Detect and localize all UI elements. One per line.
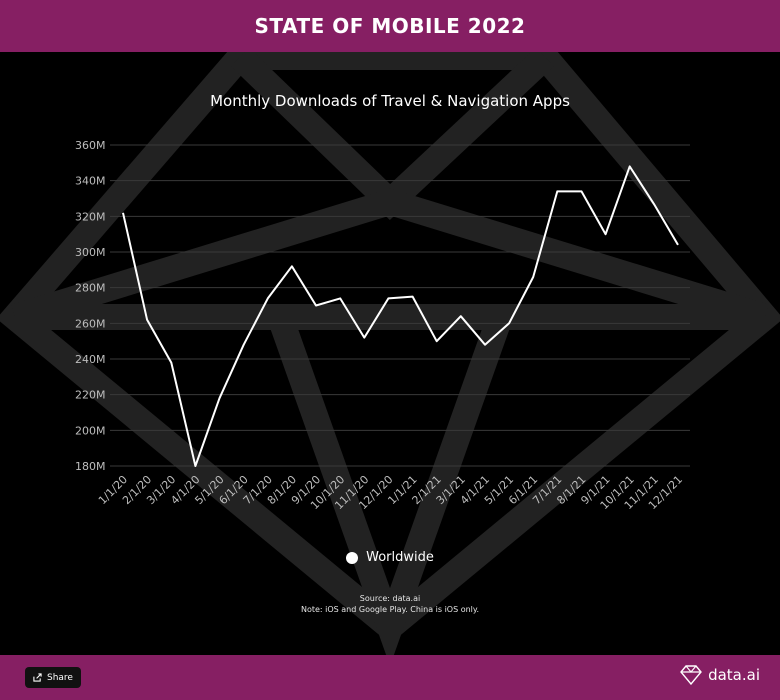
chart-title: Monthly Downloads of Travel & Navigation… (210, 92, 570, 110)
diamond-watermark (0, 52, 780, 655)
chart-panel: Monthly Downloads of Travel & Navigation… (0, 52, 780, 655)
data-point[interactable] (675, 242, 681, 248)
data-point[interactable] (217, 395, 223, 401)
data-point[interactable] (168, 360, 174, 366)
legend-marker-icon (346, 551, 359, 564)
note-line: Note: iOS and Google Play. China is iOS … (300, 605, 480, 614)
y-tick-label: 320M (75, 210, 106, 223)
legend-label: Worldwide (366, 550, 434, 565)
share-label: Share (47, 672, 73, 683)
y-tick-label: 240M (75, 353, 106, 366)
footer-bar: Share data.ai (0, 655, 780, 700)
header-bar: STATE OF MOBILE 2022 (0, 0, 780, 52)
brand-logo: data.ai (680, 665, 760, 685)
data-point[interactable] (651, 201, 657, 207)
y-tick-label: 340M (75, 175, 106, 188)
data-point[interactable] (385, 295, 391, 301)
line-chart: 180M 200M 220M 240M 260M 280M 300M 320M 340M 360M… (75, 139, 690, 512)
data-point[interactable] (361, 335, 367, 341)
y-tick-label: 260M (75, 317, 106, 330)
y-tick-label: 220M (75, 389, 106, 402)
data-point[interactable] (313, 303, 319, 309)
chart-legend[interactable]: Worldwide (0, 550, 780, 565)
data-point[interactable] (530, 274, 536, 280)
diamond-logo-icon (680, 665, 702, 685)
share-button[interactable]: Share (25, 667, 81, 688)
share-icon (33, 673, 42, 682)
source-note: Source: data.ai Note: iOS and Google Pla… (0, 593, 780, 615)
data-point[interactable] (241, 342, 247, 348)
data-point[interactable] (410, 294, 416, 300)
data-point[interactable] (603, 231, 609, 237)
y-tick-label: 180M (75, 460, 106, 473)
source-line: Source: data.ai (359, 594, 421, 603)
report-title: STATE OF MOBILE 2022 (254, 14, 526, 38)
y-tick-label: 360M (75, 139, 106, 152)
y-tick-label: 200M (75, 424, 106, 437)
data-point[interactable] (627, 163, 633, 169)
y-tick-label: 300M (75, 246, 106, 259)
data-point[interactable] (265, 295, 271, 301)
data-point[interactable] (458, 313, 464, 319)
data-point[interactable] (289, 263, 295, 269)
data-point[interactable] (120, 210, 126, 216)
data-point[interactable] (482, 342, 488, 348)
data-point[interactable] (434, 338, 440, 344)
y-tick-label: 280M (75, 282, 106, 295)
brand-name: data.ai (708, 666, 760, 684)
data-point[interactable] (554, 188, 560, 194)
data-point[interactable] (578, 188, 584, 194)
data-point[interactable] (144, 317, 150, 323)
data-point[interactable] (506, 320, 512, 326)
data-point[interactable] (192, 463, 198, 469)
data-point[interactable] (337, 295, 343, 301)
series-line-worldwide[interactable] (122, 165, 679, 467)
